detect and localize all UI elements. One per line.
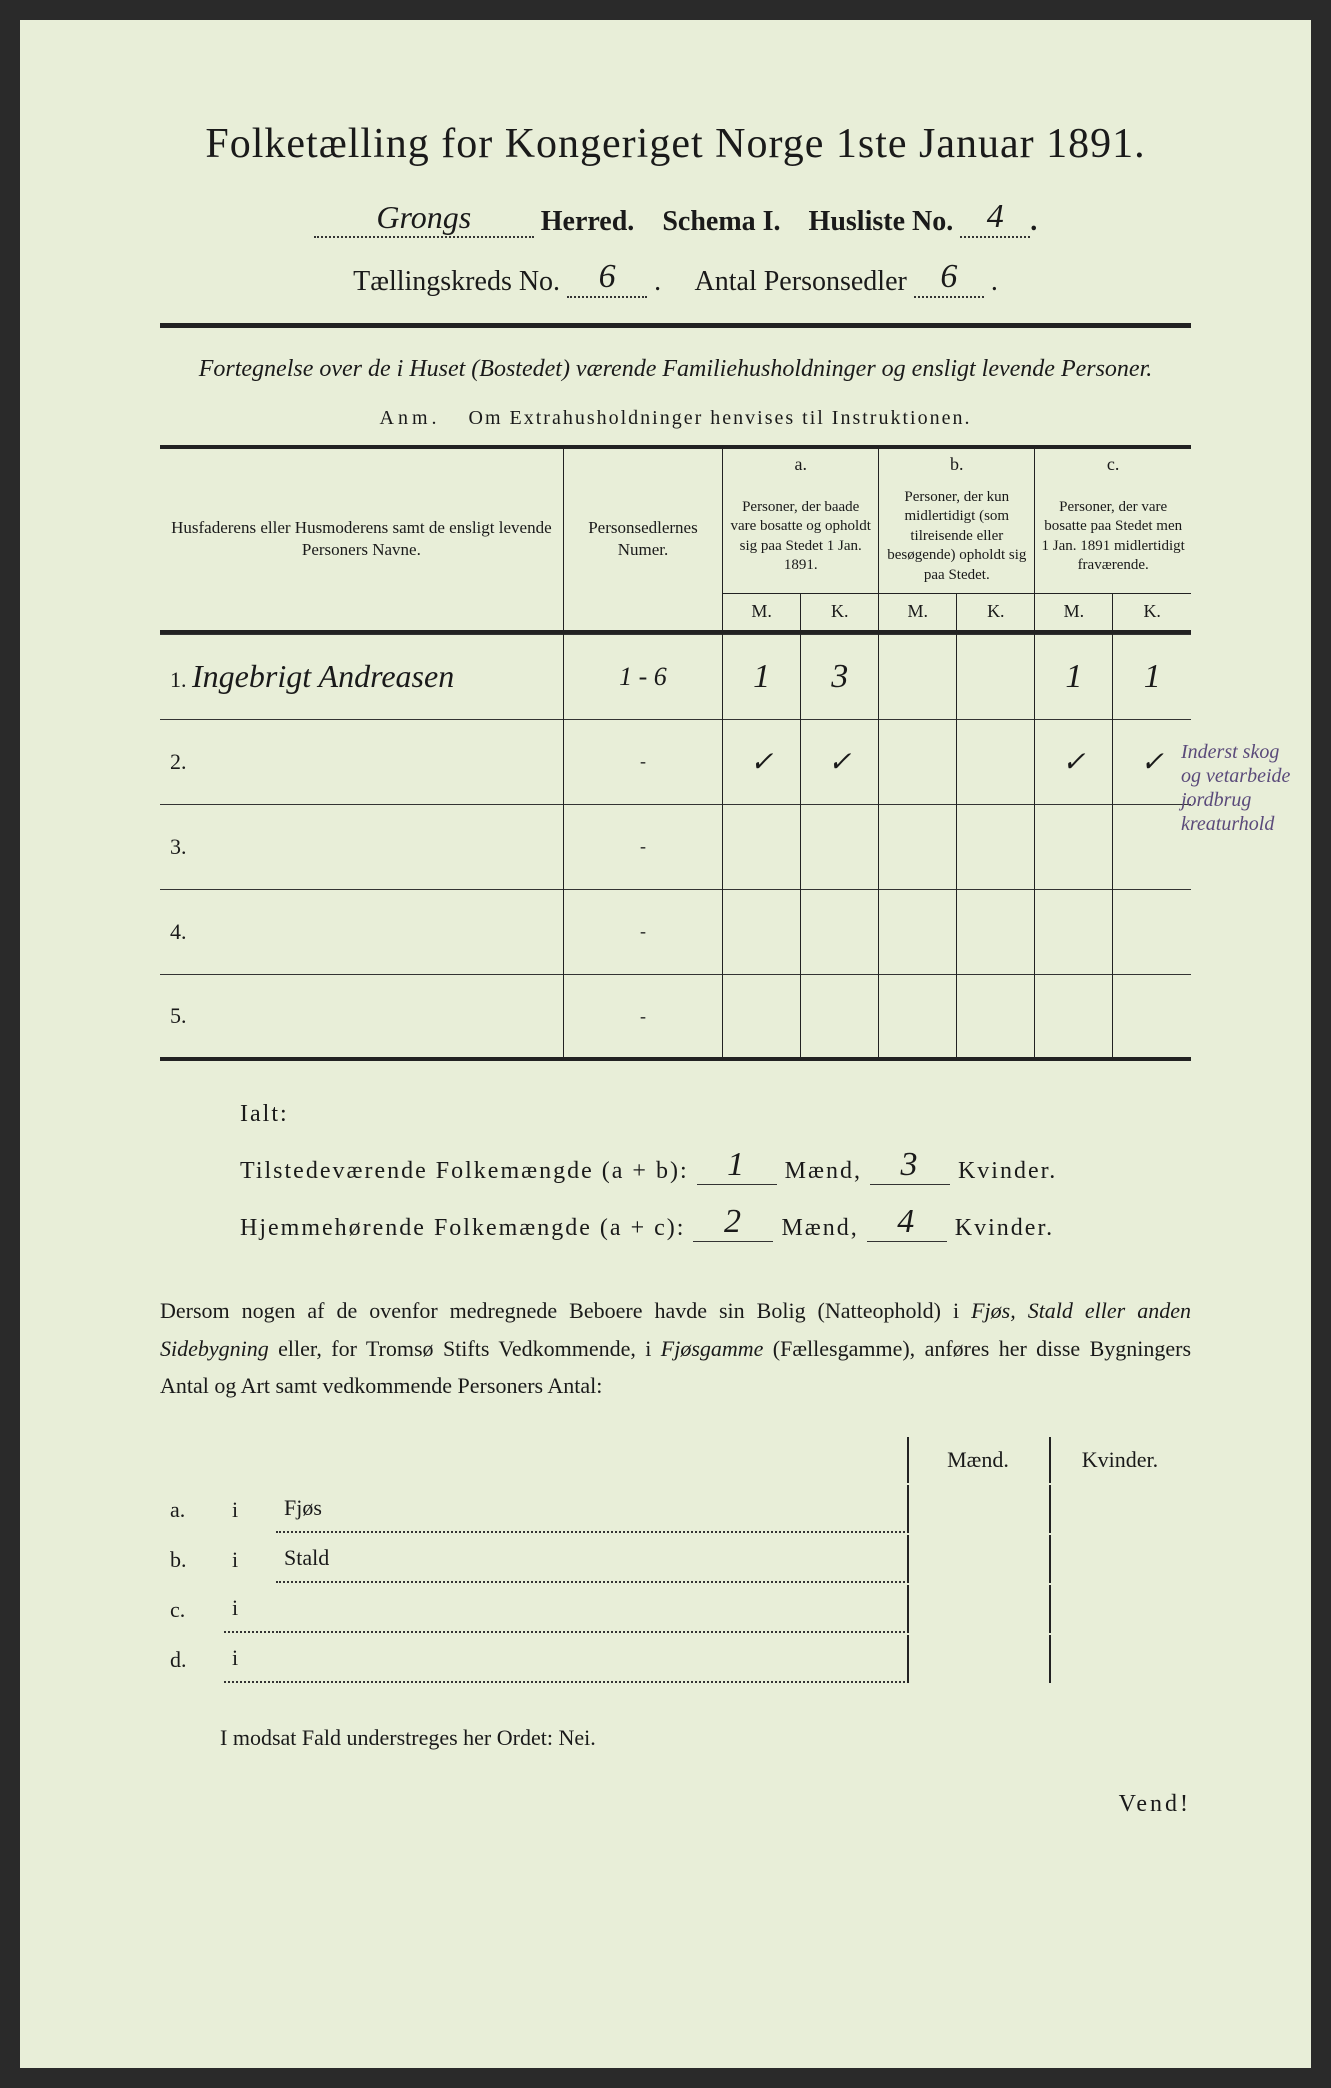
schema-label: Schema I. [662, 206, 780, 237]
row-num: 1. [170, 667, 187, 692]
b-k: K. [957, 594, 1035, 632]
building-row: c. i [162, 1585, 1189, 1633]
building-row: b. i Stald [162, 1535, 1189, 1583]
check: ✓ [1140, 747, 1163, 778]
check: ✓ [828, 747, 851, 778]
resident-total: Hjemmehørende Folkemængde (a + c): 2 Mæn… [240, 1203, 1191, 1242]
c-m: M. [1035, 594, 1113, 632]
row-num: 5. [170, 1003, 187, 1028]
a-m: M. [723, 594, 801, 632]
val: 1 [753, 658, 770, 695]
anm-text: Om Extrahusholdninger henvises til Instr… [469, 407, 972, 429]
table-row: 3. - [160, 804, 1191, 889]
page-title: Folketælling for Kongeriget Norge 1ste J… [160, 120, 1191, 168]
vend-label: Vend! [160, 1791, 1191, 1818]
resident-k: 4 [897, 1203, 916, 1240]
col-b-desc: Personer, der kun midlertidigt (som tilr… [879, 480, 1035, 594]
b-m: M. [879, 594, 957, 632]
col-b-letter: b. [879, 447, 1035, 480]
building-paragraph: Dersom nogen af de ovenfor medregnede Be… [160, 1292, 1191, 1404]
val: 1 [1065, 658, 1082, 695]
census-form-page: Folketælling for Kongeriget Norge 1ste J… [20, 20, 1311, 2068]
nei-line: I modsat Fald understreges her Ordet: Ne… [220, 1725, 1191, 1751]
herred-label: Herred. [541, 206, 635, 237]
person-name: Ingebrigt Andreasen [192, 658, 454, 694]
check: ✓ [750, 747, 773, 778]
row-num: 3. [170, 834, 187, 859]
antal-no: 6 [940, 258, 957, 295]
val: 3 [831, 658, 848, 695]
val: 1 [1144, 658, 1161, 695]
subtitle: Fortegnelse over de i Huset (Bostedet) v… [160, 353, 1191, 387]
row-num: 4. [170, 919, 187, 944]
b-maend: Mænd. [907, 1437, 1047, 1483]
check: ✓ [1062, 747, 1085, 778]
household-table: Husfaderens eller Husmoderens samt de en… [160, 445, 1191, 1062]
building-row: d. i [162, 1635, 1189, 1683]
b-kvinder: Kvinder. [1049, 1437, 1189, 1483]
table-row: 2. - ✓ ✓ ✓ ✓ [160, 719, 1191, 804]
margin-note: Inderst skog og vetarbeide jordbrug krea… [1181, 740, 1291, 836]
husliste-no: 4 [987, 198, 1004, 235]
building-table: Mænd. Kvinder. a. i Fjøs b. i Stald c. i… [160, 1435, 1191, 1685]
totals-section: Ialt: Tilstedeværende Folkemængde (a + b… [240, 1101, 1191, 1242]
resident-m: 2 [724, 1203, 743, 1240]
kreds-no: 6 [599, 258, 616, 295]
herred-value: Grongs [376, 199, 471, 235]
a-k: K. [801, 594, 879, 632]
numer: 1 - 6 [619, 662, 667, 691]
c-k: K. [1113, 594, 1191, 632]
kreds-label: Tællingskreds No. [353, 266, 560, 297]
building-row: a. i Fjøs [162, 1485, 1189, 1533]
row-num: 2. [170, 749, 187, 774]
col-names: Husfaderens eller Husmoderens samt de en… [160, 447, 563, 632]
husliste-label: Husliste No. [809, 206, 954, 237]
col-c-letter: c. [1035, 447, 1191, 480]
anm-line: Anm. Om Extrahusholdninger henvises til … [160, 407, 1191, 430]
present-total: Tilstedeværende Folkemængde (a + b): 1 M… [240, 1146, 1191, 1185]
col-a-letter: a. [723, 447, 879, 480]
ialt-label: Ialt: [240, 1101, 1191, 1128]
table-row: 4. - [160, 889, 1191, 974]
col-numer: Personsedlernes Numer. [563, 447, 722, 632]
present-k: 3 [900, 1146, 919, 1183]
header-line-3: Tællingskreds No. 6 . Antal Personsedler… [160, 258, 1191, 298]
col-a-desc: Personer, der baade vare bosatte og opho… [723, 480, 879, 594]
col-c-desc: Personer, der vare bosatte paa Stedet me… [1035, 480, 1191, 594]
table-row: 5. - [160, 974, 1191, 1059]
header-line-2: Grongs Herred. Schema I. Husliste No. 4. [160, 198, 1191, 238]
antal-label: Antal Personsedler [695, 266, 907, 297]
rule-1 [160, 323, 1191, 328]
anm-label: Anm. [380, 407, 441, 429]
present-m: 1 [727, 1146, 746, 1183]
table-row: 1. Ingebrigt Andreasen 1 - 6 1 3 1 1 [160, 634, 1191, 719]
